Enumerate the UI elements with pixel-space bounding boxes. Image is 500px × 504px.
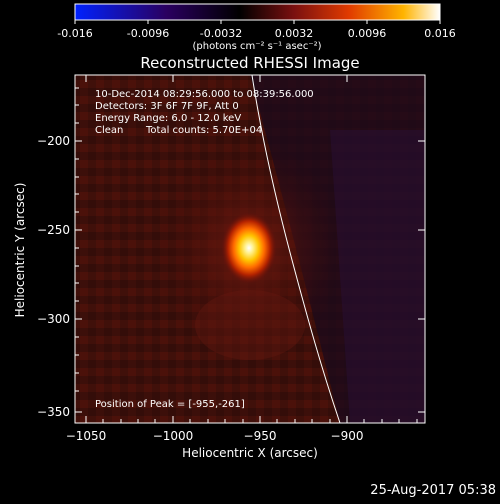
colorbar-tick-labels: -0.016 -0.0096 -0.0032 0.0032 0.0096 0.0… bbox=[57, 27, 455, 40]
y-axis-ticks bbox=[75, 87, 425, 413]
x-tick-label: −1000 bbox=[153, 429, 194, 443]
y-tick-label: −200 bbox=[37, 134, 70, 148]
colorbar-ticks bbox=[74, 20, 441, 24]
x-axis-label: Heliocentric X (arcsec) bbox=[182, 446, 318, 460]
energy-range-text: Energy Range: 6.0 - 12.0 keV bbox=[95, 113, 241, 124]
x-tick-label: −900 bbox=[331, 429, 364, 443]
y-tick-label: −250 bbox=[37, 223, 70, 237]
peak-position-text: Position of Peak = [-955,-261] bbox=[95, 399, 245, 410]
method-text: Clean bbox=[95, 125, 123, 136]
colorbar-unit-label: (photons cm⁻² s⁻¹ asec⁻²) bbox=[192, 41, 321, 52]
y-axis-label: Heliocentric Y (arcsec) bbox=[13, 183, 27, 318]
x-axis-ticks bbox=[85, 75, 418, 423]
colorbar-tick-label: -0.016 bbox=[57, 27, 92, 40]
y-tick-label: −300 bbox=[37, 312, 70, 326]
x-axis-tick-labels: −1050 −1000 −950 −900 bbox=[66, 429, 364, 443]
flare-source bbox=[221, 212, 277, 284]
y-axis-tick-labels: −200 −250 −300 −350 bbox=[37, 134, 70, 419]
plot-title: Reconstructed RHESSI Image bbox=[140, 54, 359, 72]
rhessi-image bbox=[75, 75, 425, 423]
colorbar-tick-label: -0.0096 bbox=[127, 27, 169, 40]
detectors-text: Detectors: 3F 6F 7F 9F, Att 0 bbox=[95, 101, 239, 112]
colorbar-tick-label: 0.0096 bbox=[348, 27, 387, 40]
footer-timestamp: 25-Aug-2017 05:38 bbox=[370, 483, 496, 498]
colorbar-tick-label: -0.0032 bbox=[200, 27, 242, 40]
image-annotations: 10-Dec-2014 08:29:56.000 to 08:39:56.000… bbox=[95, 89, 314, 410]
time-range-text: 10-Dec-2014 08:29:56.000 to 08:39:56.000 bbox=[95, 89, 314, 100]
solar-limb-line bbox=[251, 75, 341, 423]
x-tick-label: −950 bbox=[244, 429, 277, 443]
plot-frame bbox=[74, 74, 426, 424]
colorbar-tick-label: 0.016 bbox=[424, 27, 456, 40]
y-tick-label: −350 bbox=[37, 405, 70, 419]
colorbar-gradient bbox=[74, 3, 441, 21]
colorbar-tick-label: 0.0032 bbox=[275, 27, 314, 40]
x-tick-label: −1050 bbox=[66, 429, 107, 443]
total-counts-text: Total counts: 5.70E+04 bbox=[145, 125, 262, 136]
